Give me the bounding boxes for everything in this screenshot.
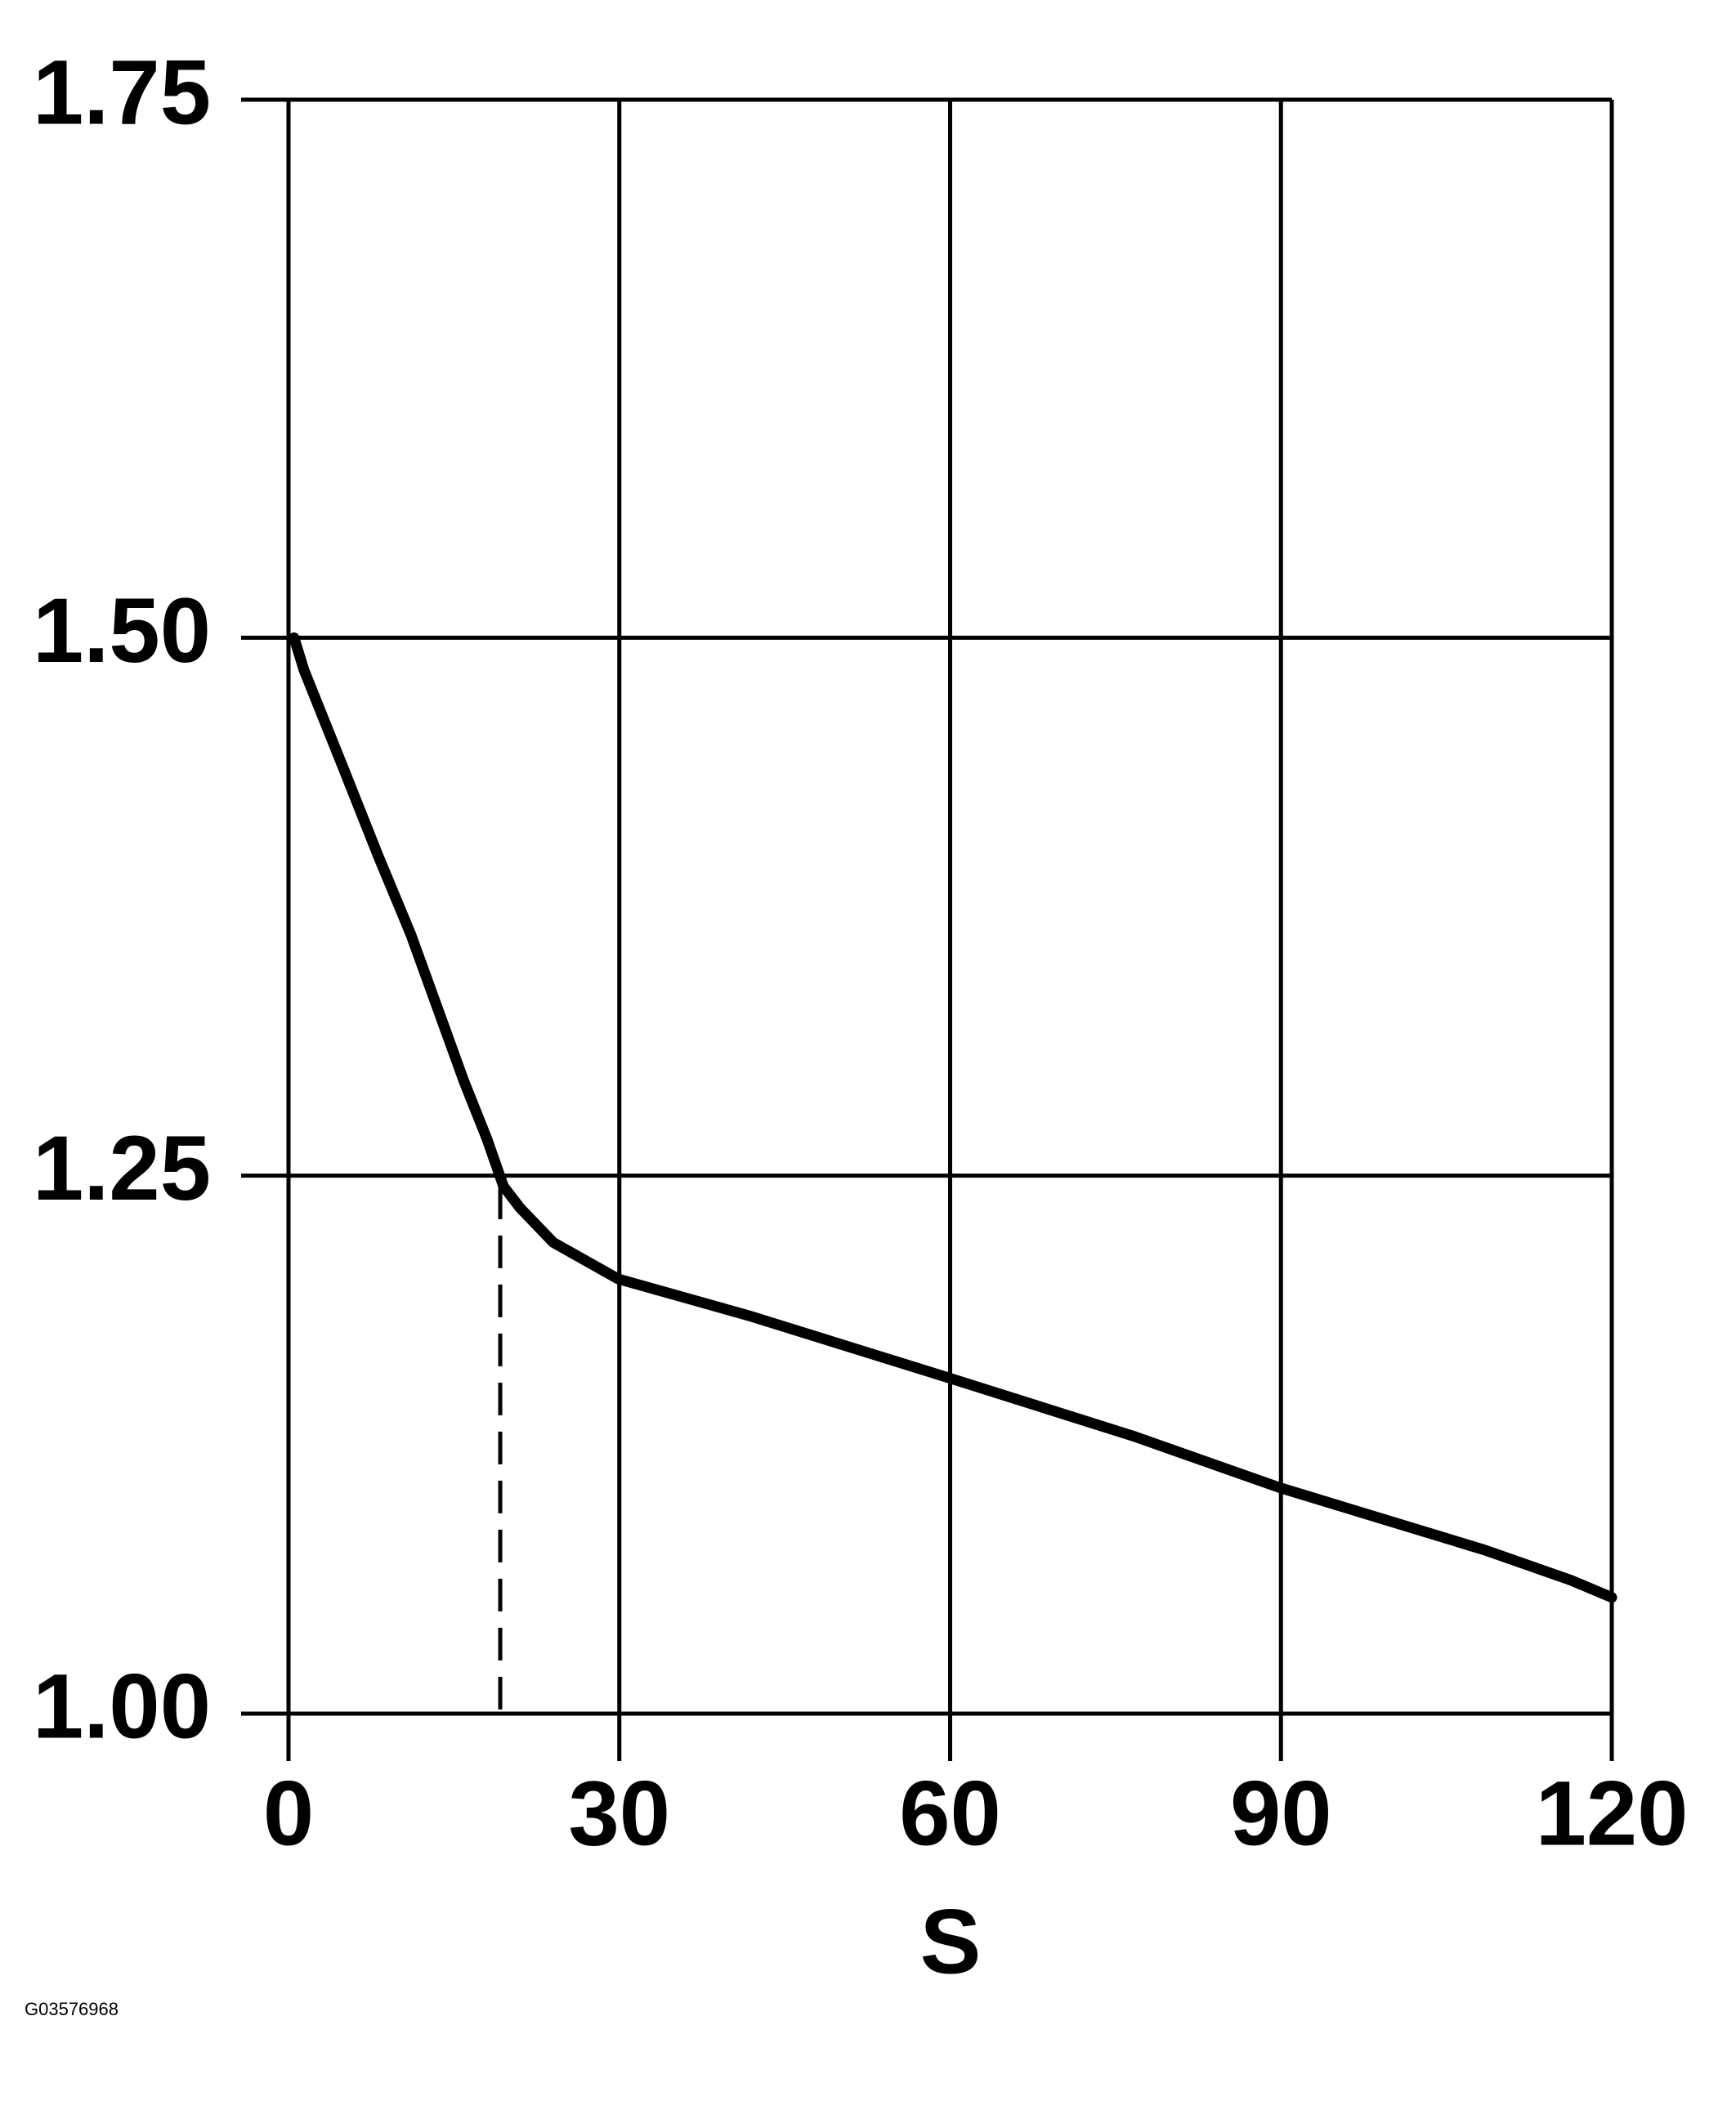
x-tick-label: 30 [568,1763,670,1865]
x-tick-label: 60 [899,1763,1001,1865]
y-tick-label: 1.25 [33,1117,211,1219]
x-tick-label: 90 [1230,1763,1332,1865]
y-tick-label: 1.50 [33,579,211,682]
y-tick-label: 1.75 [33,42,211,144]
y-tick-label: 1.00 [33,1656,211,1758]
data-line [289,632,1617,1603]
figure-id: G03576968 [25,1999,119,2019]
x-axis-label: S [920,1891,982,1993]
x-tick-label: 0 [263,1763,314,1865]
x-tick-label: 120 [1536,1763,1689,1865]
